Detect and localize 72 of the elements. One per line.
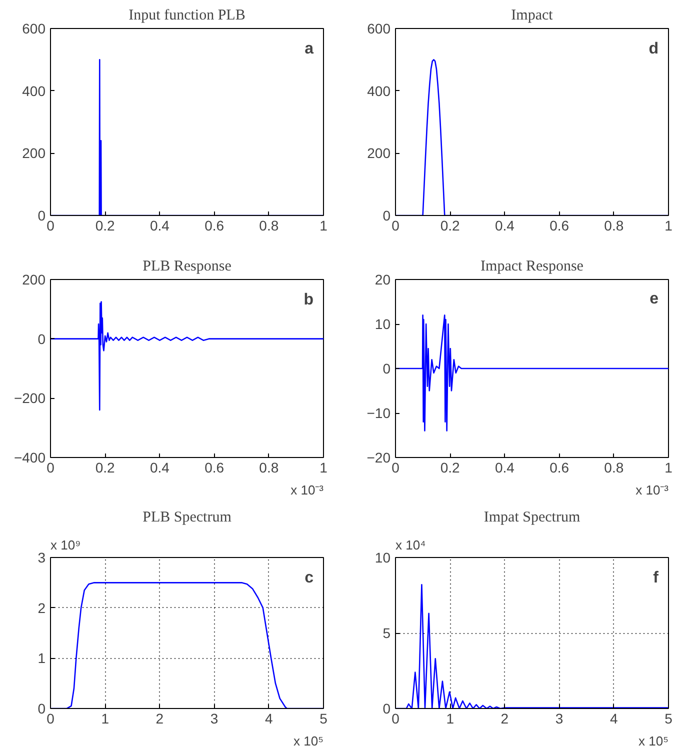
chart-title: PLB Response (142, 258, 232, 274)
y-tick-label: 200 (22, 145, 46, 162)
chart-title: Impact Response (480, 258, 584, 274)
y-axis-title: x 10⁴ (396, 538, 426, 552)
x-tick-label: 1 (320, 218, 328, 234)
x-tick-label: 1 (664, 460, 673, 476)
x-tick-label: 0.2 (95, 460, 116, 476)
chart-title: PLB Spectrum (142, 510, 232, 526)
x-tick-label: 4 (265, 710, 274, 726)
y-tick-label: 10 (374, 316, 391, 332)
y-tick-label: 0 (38, 700, 46, 716)
y-tick-label: 400 (22, 82, 46, 99)
y-tick-label: 0 (38, 330, 46, 347)
x-tick-label: 1 (320, 460, 328, 476)
y-tick-label: 600 (367, 20, 391, 36)
x-tick-label: 0.8 (259, 460, 279, 476)
x-tick-label: 0.6 (204, 218, 224, 234)
x-tick-label: 1 (664, 218, 673, 234)
annotation: a (304, 40, 314, 58)
y-tick-label: −10 (366, 405, 391, 421)
x-tick-label: 0.2 (440, 460, 460, 476)
x-tick-label: 0.6 (550, 460, 570, 476)
y-tick-label: −200 (14, 390, 46, 406)
y-tick-label: 20 (374, 272, 391, 288)
x-axis-title: x 10⁻³ (290, 482, 324, 498)
x-tick-label: 0.2 (440, 218, 460, 234)
y-tick-label: −400 (14, 450, 46, 466)
chart-title: Impat Spectrum (484, 510, 580, 526)
y-tick-label: 0 (382, 360, 391, 376)
x-tick-label: 2 (156, 710, 164, 726)
chart-title: Input function PLB (128, 8, 246, 24)
x-axis-title: x 10⁻³ (636, 482, 670, 498)
annotation: e (650, 290, 659, 308)
x-tick-label: 2 (500, 710, 509, 726)
y-tick-label: 5 (382, 625, 391, 641)
x-tick-label: 0.8 (259, 218, 279, 234)
x-tick-label: 0.6 (550, 218, 570, 234)
y-tick-label: 200 (367, 145, 391, 162)
y-tick-label: 0 (38, 208, 46, 224)
x-tick-label: 1 (101, 710, 110, 726)
x-tick-label: 0.2 (95, 218, 116, 234)
annotation: b (304, 292, 314, 308)
x-tick-label: 0.4 (150, 460, 170, 476)
x-tick-label: 5 (664, 710, 673, 726)
x-tick-label: 4 (610, 710, 618, 726)
annotation: d (648, 40, 659, 58)
y-tick-label: 0 (382, 700, 391, 716)
y-tick-label: 0 (382, 208, 391, 224)
y-tick-label: 3 (38, 550, 46, 566)
x-tick-label: 0.4 (494, 218, 515, 234)
x-tick-label: 0.4 (150, 218, 170, 234)
x-axis-title: x 10⁵ (294, 734, 324, 748)
x-tick-label: 3 (555, 710, 564, 726)
y-tick-label: 400 (367, 82, 391, 99)
annotation: c (304, 570, 314, 586)
y-tick-label: 600 (22, 20, 46, 36)
x-tick-label: 0.6 (204, 460, 224, 476)
y-tick-label: 1 (38, 650, 46, 666)
x-tick-label: 0.4 (494, 460, 515, 476)
y-axis-title: x 10⁹ (50, 538, 81, 552)
y-tick-label: 10 (374, 550, 391, 566)
x-tick-label: 3 (210, 710, 218, 726)
y-tick-label: 200 (22, 272, 46, 288)
annotation: f (653, 570, 660, 586)
y-tick-label: −20 (366, 450, 391, 466)
y-tick-label: 2 (38, 600, 46, 616)
x-tick-label: 0.8 (604, 218, 624, 234)
x-axis-title: x 10⁵ (638, 734, 669, 748)
x-tick-label: 0.8 (604, 460, 624, 476)
x-tick-label: 1 (446, 710, 454, 726)
chart-title: Impact (511, 8, 554, 24)
x-tick-label: 5 (320, 710, 328, 726)
